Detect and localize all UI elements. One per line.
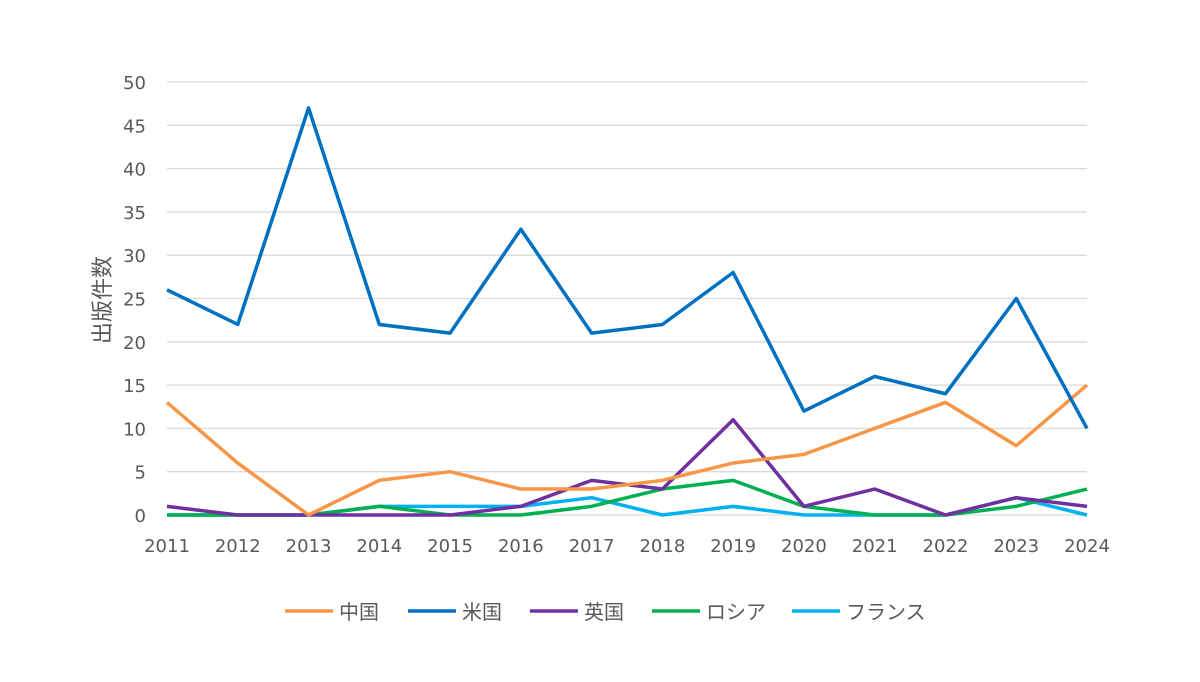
x-tick-label: 2016	[498, 536, 544, 557]
y-tick-label: 25	[123, 290, 146, 311]
series-line-2	[166, 417, 1088, 517]
x-tick-label: 2012	[215, 536, 261, 557]
series-lines	[165, 106, 1089, 517]
x-tick-label: 2011	[144, 536, 190, 557]
legend-label: 米国	[462, 600, 502, 624]
y-axis-label: 出版件数	[91, 256, 116, 344]
legend-item: フランス	[792, 600, 926, 624]
y-tick-label: 0	[135, 506, 146, 527]
legend: 中国 米国 英国 ロシア フランス	[285, 600, 926, 624]
x-tick-label: 2024	[1064, 536, 1110, 557]
x-tick-label: 2013	[286, 536, 332, 557]
series-line-1	[166, 106, 1089, 430]
y-tick-label: 35	[123, 203, 146, 224]
x-tick-label: 2020	[781, 536, 827, 557]
x-tick-label: 2014	[356, 536, 402, 557]
y-tick-label: 30	[123, 246, 146, 267]
y-tick-label: 45	[123, 116, 146, 137]
legend-item: 英国	[530, 600, 624, 624]
legend-item: 中国	[285, 600, 379, 624]
legend-label: フランス	[846, 600, 926, 624]
x-tick-label: 2017	[569, 536, 615, 557]
x-tick-label: 2019	[710, 536, 756, 557]
y-tick-label: 10	[123, 419, 146, 440]
gridlines	[167, 81, 1087, 516]
series-line-0	[165, 383, 1089, 517]
x-axis-ticks: 2011 2012 2013 2014 2015 2016 2017 2018 2019 2020…	[144, 536, 1110, 557]
y-tick-label: 40	[123, 160, 146, 181]
x-tick-label: 2022	[923, 536, 969, 557]
legend-label: 英国	[584, 600, 624, 624]
x-tick-label: 2021	[852, 536, 898, 557]
x-tick-label: 2023	[993, 536, 1039, 557]
legend-label: ロシア	[706, 600, 766, 624]
y-tick-label: 5	[135, 463, 146, 484]
y-tick-label: 50	[123, 73, 146, 94]
x-tick-label: 2015	[427, 536, 473, 557]
y-tick-label: 15	[123, 376, 146, 397]
x-tick-label: 2018	[639, 536, 685, 557]
y-axis-ticks: 0 5 10 15 20 25 30 35 40 45 50	[123, 73, 146, 527]
legend-item: ロシア	[652, 600, 766, 624]
legend-label: 中国	[339, 600, 379, 624]
legend-item: 米国	[408, 600, 502, 624]
y-tick-label: 20	[123, 333, 146, 354]
